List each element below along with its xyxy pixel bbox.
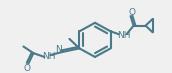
Text: O: O	[24, 64, 31, 73]
Text: O: O	[128, 8, 135, 17]
Text: NH: NH	[117, 31, 130, 40]
Text: NH: NH	[42, 52, 55, 61]
Text: N: N	[55, 45, 62, 54]
